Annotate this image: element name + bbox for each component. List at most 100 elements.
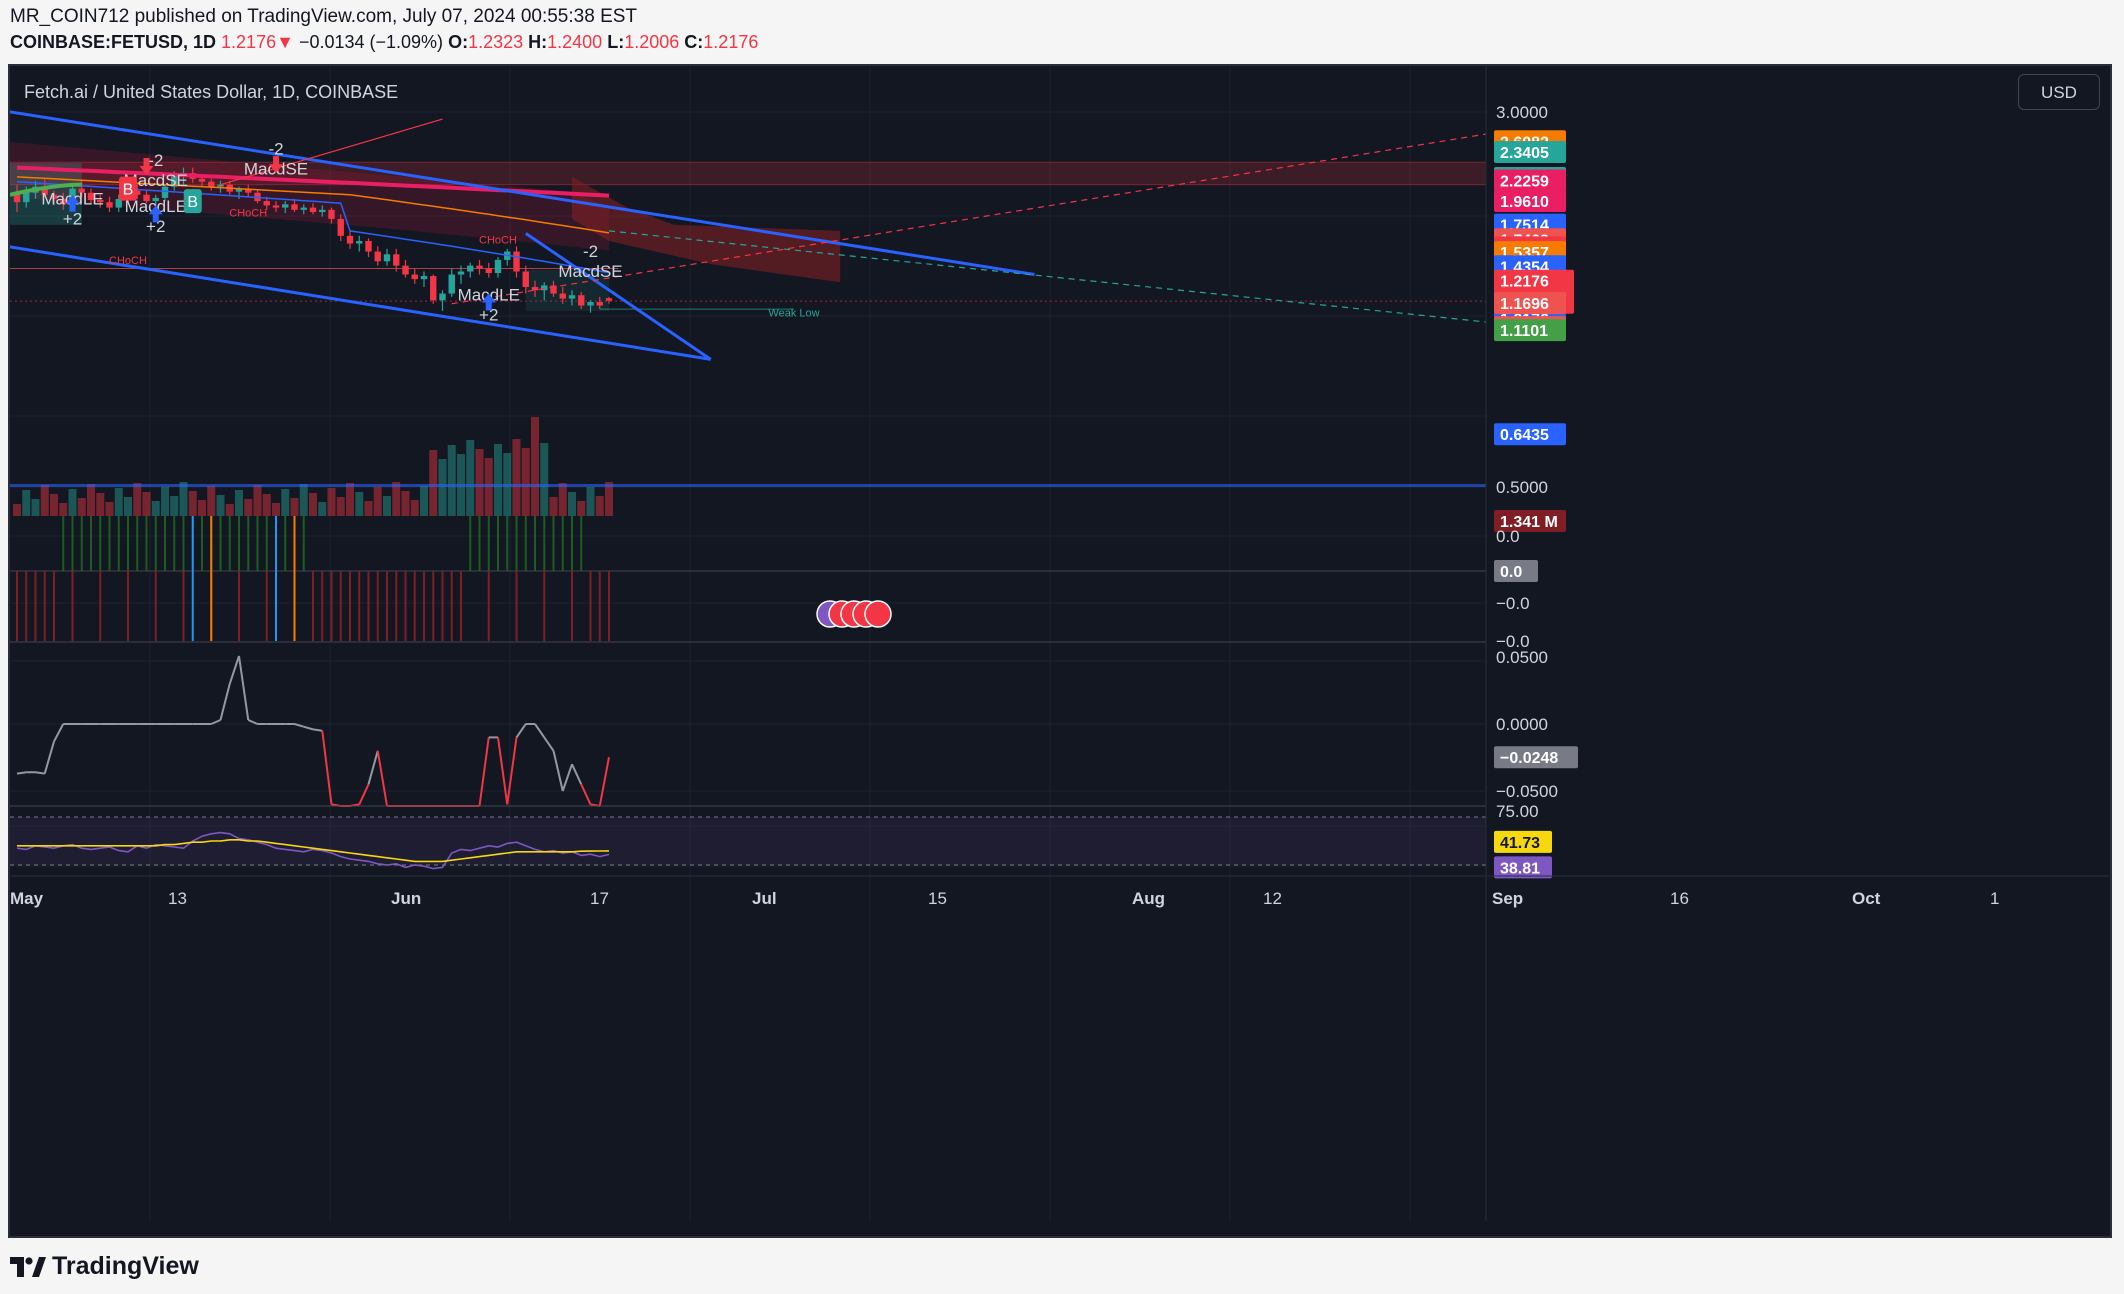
oscillator-segment [312, 728, 323, 732]
oscillator-segment [228, 655, 240, 685]
price-change: −0.0134 (−1.09%) [298, 32, 444, 52]
volume-bar [438, 459, 447, 516]
hist-bar-up [80, 516, 83, 571]
hist-bar-up [478, 516, 481, 571]
candle-body [217, 184, 224, 187]
signal-badge [119, 176, 137, 201]
price-tag [1494, 319, 1566, 342]
hist-bar-down [598, 571, 601, 641]
oscillator-segment [238, 655, 250, 721]
candle-body [291, 204, 298, 210]
hist-tick: −0.0 [1496, 632, 1530, 651]
candle-body [337, 218, 344, 236]
volume-bar [133, 483, 142, 516]
hist-bar-up [534, 516, 536, 571]
volume-bar [494, 444, 502, 516]
annotation-label: CHoCH [479, 235, 517, 247]
annotation-label: -2 [148, 151, 163, 170]
time-tick: 12 [1263, 889, 1282, 908]
oscillator-segment [571, 763, 583, 785]
hist-bar-up [201, 516, 203, 571]
volume-bar [22, 490, 31, 516]
volume-bar [355, 492, 364, 516]
hist-bar-down [53, 571, 55, 641]
volume-bar [96, 493, 105, 516]
hist-bar-up [145, 516, 148, 571]
volume-bar [151, 501, 160, 516]
hist-value: 0.0 [1500, 564, 1522, 581]
volume-bar [447, 445, 456, 516]
volume-layer [10, 417, 1486, 516]
oscillator-segment [303, 725, 314, 731]
volume-bar [50, 494, 58, 516]
hist-bar-up [164, 516, 166, 571]
oscillator-segment [580, 783, 592, 805]
tradingview-logo[interactable]: TradingView [10, 1252, 199, 1281]
candle-body [60, 198, 67, 205]
rsi-tick: 75.00 [1496, 802, 1539, 821]
volume-bar [410, 500, 419, 516]
hist-bar-up [571, 516, 573, 571]
volume-bar [531, 417, 539, 516]
annotation-sublabel: MacdSE [124, 171, 188, 190]
candle-body [245, 188, 252, 193]
rsi-value: 38.81 [1500, 860, 1540, 877]
volume-bar [87, 484, 95, 516]
rsi-ma-tag [1494, 830, 1552, 853]
time-tick: Jun [391, 889, 421, 908]
volume-bar [466, 440, 475, 516]
volume-bar [568, 492, 576, 516]
price-tick: 0.5000 [1496, 478, 1548, 497]
candle-body [393, 254, 400, 266]
kijun-line [16, 180, 610, 274]
oscillator-segment [358, 783, 370, 805]
candle-body [309, 207, 317, 213]
candle-body [115, 198, 122, 208]
symbol-name[interactable]: COINBASE:FETUSD, 1D [10, 32, 217, 52]
high-value: 1.2400 [547, 32, 603, 52]
signal-histogram-layer [10, 516, 1486, 643]
chart-frame[interactable]: MacdLE+2-2MacdSEMacdLE+2-2MacdSEMacdLE+2… [8, 64, 2112, 1238]
hist-bar-up [108, 516, 111, 571]
volume-bar [179, 482, 188, 516]
hist-bar-down [543, 571, 546, 641]
rsi-ma-value: 41.73 [1500, 835, 1540, 852]
volume-bar [429, 450, 438, 516]
oscillator-segment [561, 763, 573, 792]
chart-canvas[interactable]: MacdLE+2-2MacdSEMacdLE+2-2MacdSEMacdLE+2… [10, 66, 2110, 1236]
price-tag-value: 1.341 M [1500, 514, 1558, 531]
candle-body [152, 197, 159, 202]
hist-bar-down [330, 571, 333, 641]
price-tag-value: 0.6435 [1500, 427, 1549, 444]
annotation-label: Weak Low [768, 307, 819, 319]
volume-bar [272, 503, 280, 516]
time-tick: Jul [752, 889, 777, 908]
price-tag [1494, 510, 1566, 532]
rsi-tag [1494, 856, 1552, 879]
hist-bar-up [302, 516, 305, 571]
volume-bar [198, 500, 206, 516]
hist-bar-up [136, 516, 139, 571]
green-ma-line [10, 182, 82, 197]
hist-bar-down [182, 571, 185, 641]
kumo-cloud [572, 176, 841, 283]
volume-bar [290, 498, 299, 516]
symbol-line: COINBASE:FETUSD, 1D 1.2176▼ −0.0134 (−1.… [10, 32, 758, 53]
price-tag-value: 1.2176 [1500, 274, 1549, 291]
annotation-sublabel: MacdSE [558, 262, 622, 281]
candle-body [282, 204, 289, 208]
candle-body [587, 302, 594, 306]
currency-button[interactable]: USD [2018, 74, 2100, 110]
volume-bar [540, 443, 549, 516]
hist-bar-up [515, 516, 518, 571]
volume-bar [114, 488, 123, 516]
hist-bar-up [90, 516, 92, 571]
candle-body [263, 201, 270, 206]
rsi-line [16, 831, 610, 870]
hist-bar-down [71, 571, 74, 641]
candle-body [97, 200, 104, 203]
time-tick: 16 [1670, 889, 1689, 908]
oscillator-segment [219, 683, 231, 721]
volume-bar [558, 483, 567, 516]
hist-bar-up [154, 516, 157, 571]
